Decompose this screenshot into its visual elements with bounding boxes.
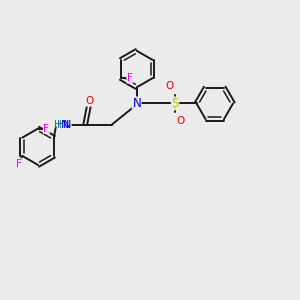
Text: O: O bbox=[166, 81, 174, 92]
Text: H: H bbox=[57, 120, 65, 130]
Text: H: H bbox=[54, 120, 61, 130]
Text: N: N bbox=[63, 120, 71, 130]
Text: N: N bbox=[132, 97, 141, 110]
Text: F: F bbox=[16, 158, 22, 169]
Text: N: N bbox=[60, 120, 69, 130]
Text: S: S bbox=[171, 97, 179, 110]
Text: O: O bbox=[176, 116, 184, 126]
Text: F: F bbox=[127, 73, 133, 83]
Text: O: O bbox=[85, 96, 94, 106]
Text: F: F bbox=[44, 124, 49, 134]
